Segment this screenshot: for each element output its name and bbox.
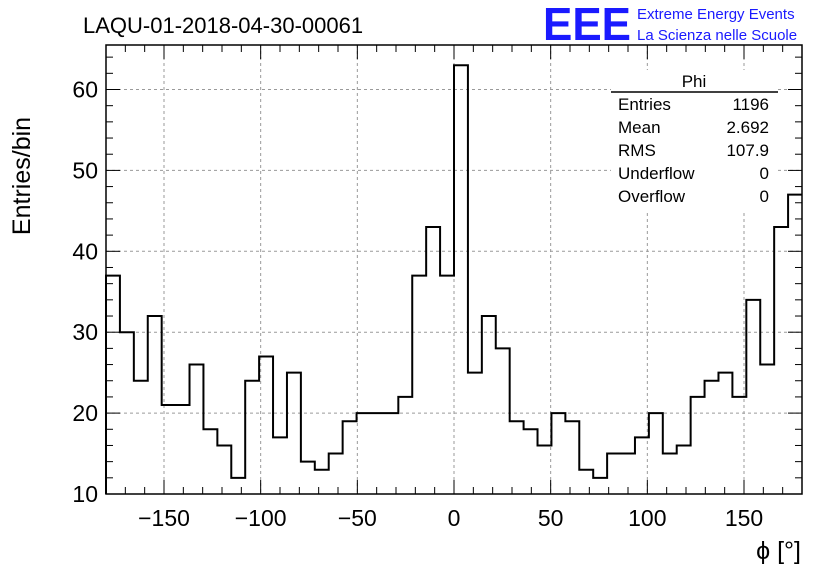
stats-value: 2.692 — [726, 118, 769, 137]
y-axis-label: Entries/bin — [8, 117, 36, 235]
y-tick-label: 60 — [72, 76, 98, 102]
x-axis-label: ϕ [°] — [756, 537, 801, 565]
plot-frame — [105, 44, 803, 495]
histogram-line — [105, 64, 802, 494]
stats-name: Phi — [682, 72, 707, 91]
stats-label: Entries — [618, 95, 671, 114]
x-tick-label: 50 — [538, 505, 564, 531]
stats-value: 107.9 — [726, 141, 769, 160]
y-tick-label: 50 — [72, 157, 98, 183]
stats-box-background — [611, 70, 778, 212]
eee-logo-text: EEE — [543, 0, 631, 50]
y-tick-labels: 10 20 30 40 50 60 — [72, 76, 98, 507]
x-tick-label: 100 — [628, 505, 666, 531]
x-tick-label: −150 — [138, 505, 190, 531]
stats-label: RMS — [618, 141, 656, 160]
y-tick-label: 10 — [72, 481, 98, 507]
run-title: LAQU-01-2018-04-30-00061 — [83, 13, 363, 38]
stats-rows: Entries 1196 Mean 2.692 RMS 107.9 Underflow 0 Ov… — [618, 95, 769, 206]
stats-value: 1196 — [732, 95, 769, 114]
y-tick-label: 20 — [72, 400, 98, 426]
logo-line1: Extreme Energy Events — [637, 6, 795, 23]
stats-label: Mean — [618, 118, 661, 137]
y-tick-label: 40 — [72, 238, 98, 264]
stats-label: Underflow — [618, 164, 695, 183]
stats-label: Overflow — [618, 187, 686, 206]
logo-line2: La Scienza nelle Scuole — [637, 27, 797, 44]
stats-value: 0 — [760, 164, 769, 183]
x-tick-label: −50 — [338, 505, 377, 531]
stats-value: 0 — [760, 187, 769, 206]
y-tick-label: 30 — [72, 319, 98, 345]
x-tick-labels: −150 −100 −50 0 50 100 150 — [138, 505, 763, 531]
x-tick-label: 0 — [448, 505, 461, 531]
x-tick-label: 150 — [725, 505, 763, 531]
x-tick-label: −100 — [235, 505, 287, 531]
stats-box: Phi Entries 1196 Mean 2.692 RMS 107.9 Underflo… — [611, 70, 778, 212]
